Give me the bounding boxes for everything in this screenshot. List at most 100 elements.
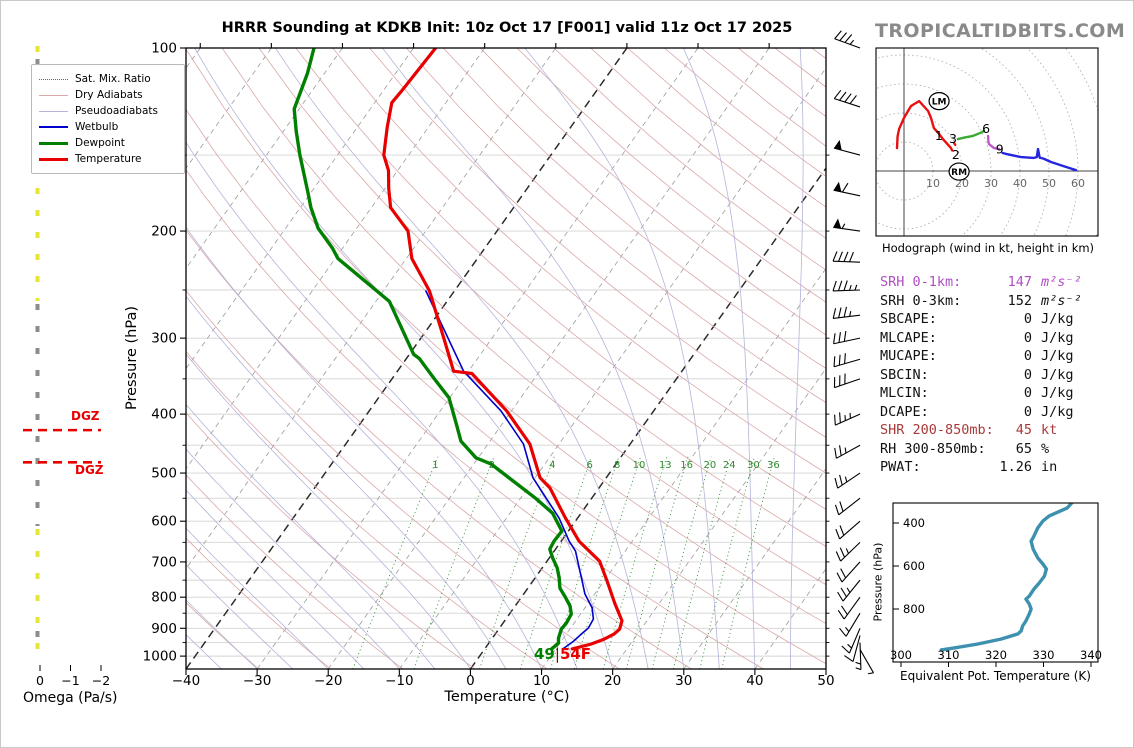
svg-text:800: 800 xyxy=(903,602,925,616)
index-row: MLCAPE: 0 J/kg xyxy=(880,329,1099,348)
index-row: MLCIN: 0 J/kg xyxy=(880,384,1099,403)
dgz-label-upper: DGZ xyxy=(71,409,100,423)
svg-text:800: 800 xyxy=(151,590,177,606)
index-unit: J/kg xyxy=(1041,329,1074,346)
skewt-frame: −40 −30 −20 −10 0 10 20 30 40 50 100 200 300 400 500 60… xyxy=(143,41,835,690)
svg-text:310: 310 xyxy=(938,648,960,662)
legend-item-label: Sat. Mix. Ratio xyxy=(75,73,151,85)
legend-item: Wetbulb xyxy=(39,119,177,135)
index-value: 0 xyxy=(1023,311,1032,328)
svg-text:−20: −20 xyxy=(314,673,343,689)
svg-text:10: 10 xyxy=(633,460,646,471)
index-value: 1.26 xyxy=(999,459,1032,476)
index-row: SRH 0-1km: 147 m²s⁻² xyxy=(880,273,1099,292)
surface-dewpoint-value: 49 xyxy=(534,645,555,663)
svg-text:1: 1 xyxy=(432,460,438,471)
svg-text:100: 100 xyxy=(151,41,177,57)
svg-text:30: 30 xyxy=(675,673,692,689)
svg-text:200: 200 xyxy=(151,224,177,240)
svg-text:1000: 1000 xyxy=(143,649,177,665)
svg-text:6: 6 xyxy=(982,121,990,136)
wind-barb-column xyxy=(832,30,874,675)
svg-text:50: 50 xyxy=(1042,177,1056,190)
legend-item: Dewpoint xyxy=(39,135,177,151)
index-label: SBCIN: xyxy=(880,366,929,383)
skewt-background: 1 2 4 6 8 10 13 16 20 24 30 36 xyxy=(186,48,826,669)
svg-text:−2: −2 xyxy=(92,673,110,688)
index-value: 45 xyxy=(1015,422,1032,439)
index-unit: J/kg xyxy=(1041,366,1074,383)
index-unit: J/kg xyxy=(1041,311,1074,328)
legend-line-sample-icon xyxy=(39,141,68,145)
index-unit: in xyxy=(1041,459,1058,476)
svg-text:30: 30 xyxy=(747,460,760,471)
index-row: SRH 0-3km: 152 m²s⁻² xyxy=(880,292,1099,311)
svg-text:50: 50 xyxy=(817,673,834,689)
svg-text:0: 0 xyxy=(36,673,44,688)
svg-text:40: 40 xyxy=(746,673,763,689)
legend-item: Temperature xyxy=(39,151,177,167)
index-value: 65 xyxy=(1015,440,1032,457)
svg-text:−1: −1 xyxy=(61,673,79,688)
index-label: SRH 0-1km: xyxy=(880,274,962,290)
legend-line-sample-icon xyxy=(39,78,68,80)
index-row: SBCAPE: 0 J/kg xyxy=(880,310,1099,329)
svg-text:1: 1 xyxy=(935,128,943,143)
surface-readout-separator: | xyxy=(554,645,560,663)
index-unit: J/kg xyxy=(1041,385,1074,402)
legend-item-label: Dewpoint xyxy=(75,137,125,149)
index-label: SBCAPE: xyxy=(880,311,937,328)
legend-line-sample-icon xyxy=(39,110,68,112)
index-label: DCAPE: xyxy=(880,403,929,420)
svg-text:600: 600 xyxy=(903,559,925,573)
index-unit: m²s⁻² xyxy=(1041,274,1082,290)
legend-item-label: Pseudoadiabats xyxy=(75,105,158,117)
svg-text:300: 300 xyxy=(890,648,912,662)
svg-text:30: 30 xyxy=(984,177,998,190)
index-row: SBCIN: 0 J/kg xyxy=(880,366,1099,385)
curve-temperature xyxy=(382,48,624,651)
svg-text:330: 330 xyxy=(1033,648,1055,662)
severe-indices-panel: SRH 0-1km: 147 m²s⁻² SRH 0-3km: 152 m²s⁻² SBCA… xyxy=(880,273,1099,477)
legend-item: Dry Adiabats xyxy=(39,87,177,103)
svg-text:60: 60 xyxy=(1071,177,1085,190)
legend-line-sample-icon xyxy=(39,157,68,161)
legend-item: Sat. Mix. Ratio xyxy=(39,71,177,87)
svg-text:24: 24 xyxy=(723,460,736,471)
surface-temp-dewpoint-readout: 49|54F xyxy=(534,645,591,663)
svg-text:−40: −40 xyxy=(172,673,201,689)
index-value: 0 xyxy=(1023,366,1032,383)
index-row: PWAT: 1.26 in xyxy=(880,458,1099,477)
dgz-label-lower: DGZ xyxy=(75,463,104,477)
index-row: DCAPE: 0 J/kg xyxy=(880,403,1099,422)
svg-text:500: 500 xyxy=(151,466,177,482)
svg-text:10: 10 xyxy=(533,673,550,689)
svg-text:700: 700 xyxy=(151,554,177,570)
index-unit: J/kg xyxy=(1041,348,1074,365)
legend-item: Pseudoadiabats xyxy=(39,103,177,119)
index-unit: kt xyxy=(1041,422,1058,439)
svg-text:340: 340 xyxy=(1080,648,1102,662)
svg-text:−30: −30 xyxy=(243,673,272,689)
svg-text:−10: −10 xyxy=(385,673,414,689)
svg-text:300: 300 xyxy=(151,331,177,347)
legend-item-label: Wetbulb xyxy=(75,121,119,133)
legend-item-label: Dry Adiabats xyxy=(75,89,143,101)
index-label: MLCAPE: xyxy=(880,329,937,346)
index-value: 0 xyxy=(1023,403,1032,420)
svg-text:10: 10 xyxy=(926,177,940,190)
svg-text:8: 8 xyxy=(614,460,620,471)
index-unit: % xyxy=(1041,440,1050,457)
index-unit: J/kg xyxy=(1041,403,1074,420)
index-row: RH 300-850mb: 65% xyxy=(880,440,1099,459)
svg-text:13: 13 xyxy=(659,460,672,471)
legend-item-label: Temperature xyxy=(75,153,142,165)
svg-text:20: 20 xyxy=(604,673,621,689)
index-value: 0 xyxy=(1023,329,1032,346)
index-label: SRH 0-3km: xyxy=(880,292,962,309)
hodograph-caption: Hodograph (wind in kt, height in km) xyxy=(881,241,1095,255)
svg-text:2: 2 xyxy=(952,147,960,162)
theta-e-axis-label: Equivalent Pot. Temperature (K) xyxy=(900,669,1091,683)
